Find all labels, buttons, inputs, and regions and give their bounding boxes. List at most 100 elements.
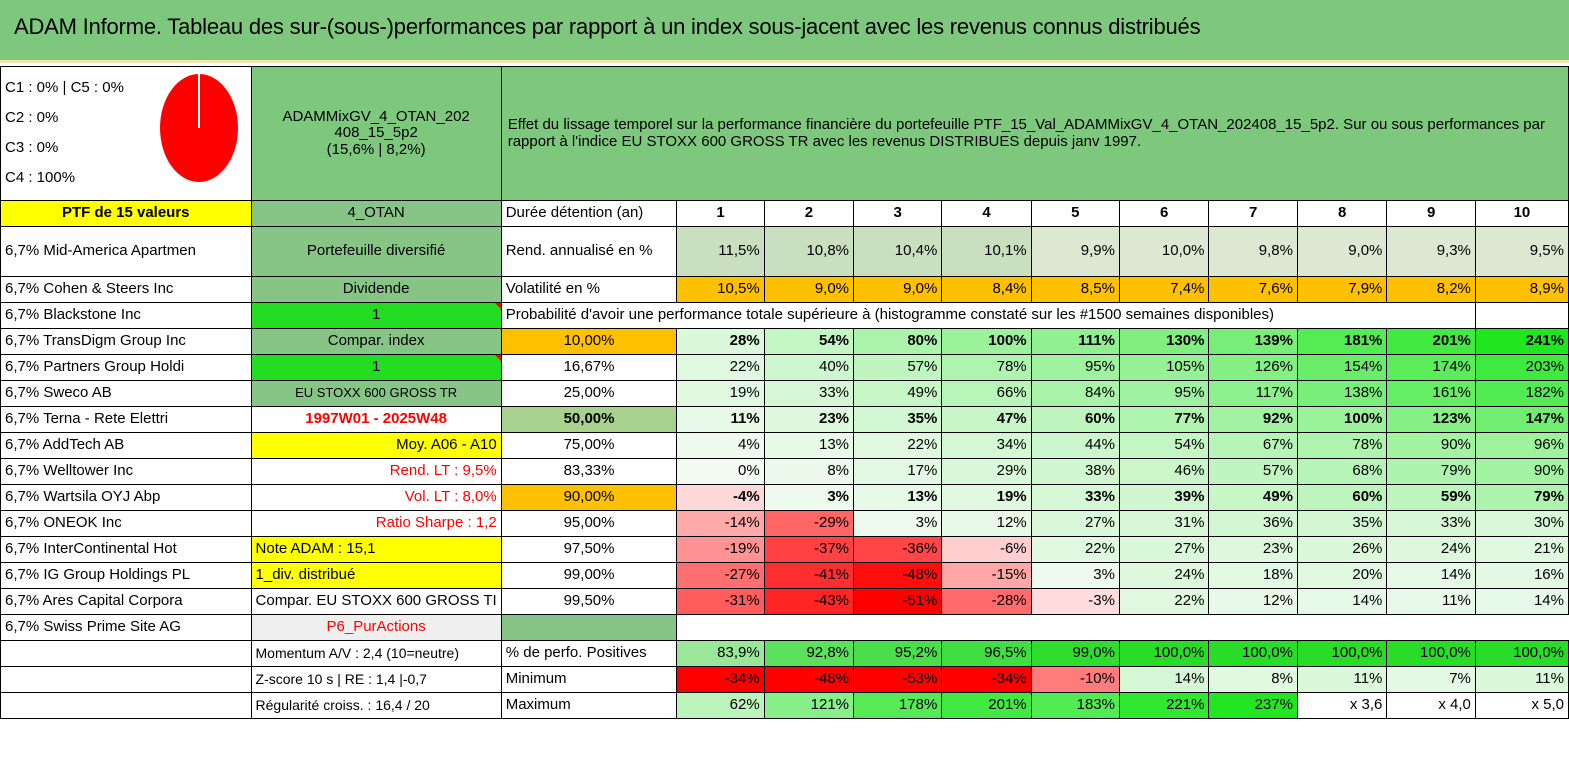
description-cell: Effet du lissage temporel sur la perform… — [500, 66, 1569, 201]
fund-name-line2: 408_15_5p2 — [334, 124, 418, 142]
probability-value: 33% — [1386, 510, 1476, 537]
positive-rate-value: 100,0% — [1296, 640, 1388, 667]
year-header: 7 — [1208, 200, 1298, 227]
volatility-value: 8,9% — [1474, 276, 1569, 303]
confidence-level: 16,67% — [500, 354, 678, 381]
holding-name: 6,7% Wartsila OYJ Abp — [0, 484, 252, 511]
year-header: 1 — [676, 200, 765, 227]
probability-value: 0% — [676, 458, 765, 485]
probability-value: -48% — [853, 562, 943, 589]
probability-value: 203% — [1474, 354, 1569, 381]
maximum-value: x 4,0 — [1386, 692, 1476, 719]
probability-value: 54% — [1118, 432, 1210, 459]
spacer-cell — [677, 615, 1569, 641]
info-comparison: Compar. EU STOXX 600 GROSS TI — [250, 588, 502, 615]
holding-name: 6,7% Swiss Prime Site AG — [0, 614, 252, 641]
probability-value: 17% — [853, 458, 943, 485]
holding-name: 6,7% Sweco AB — [0, 380, 252, 407]
probability-value: 79% — [1474, 484, 1569, 511]
info-adam-score: Note ADAM : 15,1 — [250, 536, 502, 563]
probability-value: -29% — [763, 510, 855, 537]
footer-metric: Momentum A/V : 2,4 (10=neutre) — [250, 640, 502, 667]
probability-value: -43% — [763, 588, 855, 615]
probability-value: 130% — [1118, 328, 1210, 355]
info-period: 1997W01 - 2025W48 — [250, 406, 502, 433]
probability-value: 57% — [1208, 458, 1298, 485]
info-longterm-volatility: Vol. LT : 8,0% — [250, 484, 502, 511]
probability-value: 11% — [676, 406, 765, 433]
info-dividend: Dividende — [250, 276, 502, 303]
probability-value: 16% — [1474, 562, 1569, 589]
probability-value: 68% — [1296, 458, 1388, 485]
minimum-label: Minimum — [500, 666, 678, 693]
probability-value: 44% — [1030, 432, 1120, 459]
positive-rate-value: 100,0% — [1474, 640, 1569, 667]
positive-rate-value: 83,9% — [676, 640, 765, 667]
info-flag: 1 — [250, 354, 502, 381]
minimum-value: -10% — [1030, 666, 1120, 693]
volatility-value: 10,5% — [676, 276, 765, 303]
probability-value: 27% — [1118, 536, 1210, 563]
return-value: 9,8% — [1208, 226, 1298, 277]
maximum-value: x 3,6 — [1296, 692, 1388, 719]
minimum-value: 11% — [1296, 666, 1388, 693]
probability-value: 60% — [1030, 406, 1120, 433]
holding-name: 6,7% ONEOK Inc — [0, 510, 252, 537]
probability-value: -4% — [676, 484, 765, 511]
probability-value: -15% — [941, 562, 1032, 589]
category-label: C1 : 0% | C5 : 0% — [5, 79, 124, 96]
probability-value: 161% — [1386, 380, 1476, 407]
holding-name: 6,7% Welltower Inc — [0, 458, 252, 485]
holding-name: 6,7% Partners Group Holdi — [0, 354, 252, 381]
probability-value: 54% — [763, 328, 855, 355]
probability-value: 40% — [763, 354, 855, 381]
probability-value: 66% — [941, 380, 1032, 407]
probability-value: -51% — [853, 588, 943, 615]
probability-value: 26% — [1296, 536, 1388, 563]
probability-value: 77% — [1118, 406, 1210, 433]
probability-value: 139% — [1208, 328, 1298, 355]
probability-value: 24% — [1386, 536, 1476, 563]
probability-value: 96% — [1474, 432, 1569, 459]
probability-value: 35% — [1296, 510, 1388, 537]
fund-stats: (15,6% | 8,2%) — [326, 140, 426, 158]
confidence-level: 99,00% — [500, 562, 678, 589]
spacer-cell — [500, 614, 678, 641]
return-value: 9,5% — [1474, 226, 1569, 277]
positive-rate-value: 100,0% — [1208, 640, 1298, 667]
probability-value: 49% — [1208, 484, 1298, 511]
probability-value: 12% — [1208, 588, 1298, 615]
probability-value: 20% — [1296, 562, 1388, 589]
return-value: 10,0% — [1118, 226, 1210, 277]
returns-label: Rend. annualisé en % — [500, 226, 678, 277]
probability-value: 23% — [1208, 536, 1298, 563]
probability-value: 23% — [763, 406, 855, 433]
probability-value: -6% — [941, 536, 1032, 563]
probability-value: 117% — [1208, 380, 1298, 407]
info-diversified: Portefeuille diversifié — [250, 226, 502, 277]
maximum-value: 62% — [676, 692, 765, 719]
holding-name: 6,7% Cohen & Steers Inc — [0, 276, 252, 303]
probability-value: 241% — [1474, 328, 1569, 355]
probability-value: 27% — [1030, 510, 1120, 537]
category-label: C4 : 100% — [5, 169, 76, 186]
probability-value: 100% — [1296, 406, 1388, 433]
probability-value: 28% — [676, 328, 765, 355]
volatility-value: 8,4% — [941, 276, 1032, 303]
volatility-label: Volatilité en % — [500, 276, 678, 303]
probability-value: 31% — [1118, 510, 1210, 537]
probability-value: -37% — [763, 536, 855, 563]
probability-value: -19% — [676, 536, 765, 563]
confidence-level: 75,00% — [500, 432, 678, 459]
minimum-value: 8% — [1208, 666, 1298, 693]
probability-value: 84% — [1030, 380, 1120, 407]
volatility-value: 9,0% — [853, 276, 943, 303]
probability-value: 67% — [1208, 432, 1298, 459]
minimum-value: -48% — [763, 666, 855, 693]
confidence-level: 95,00% — [500, 510, 678, 537]
minimum-value: -34% — [676, 666, 765, 693]
probability-value: 21% — [1474, 536, 1569, 563]
positive-rate-value: 96,5% — [941, 640, 1032, 667]
minimum-value: -34% — [941, 666, 1032, 693]
probability-value: 13% — [763, 432, 855, 459]
